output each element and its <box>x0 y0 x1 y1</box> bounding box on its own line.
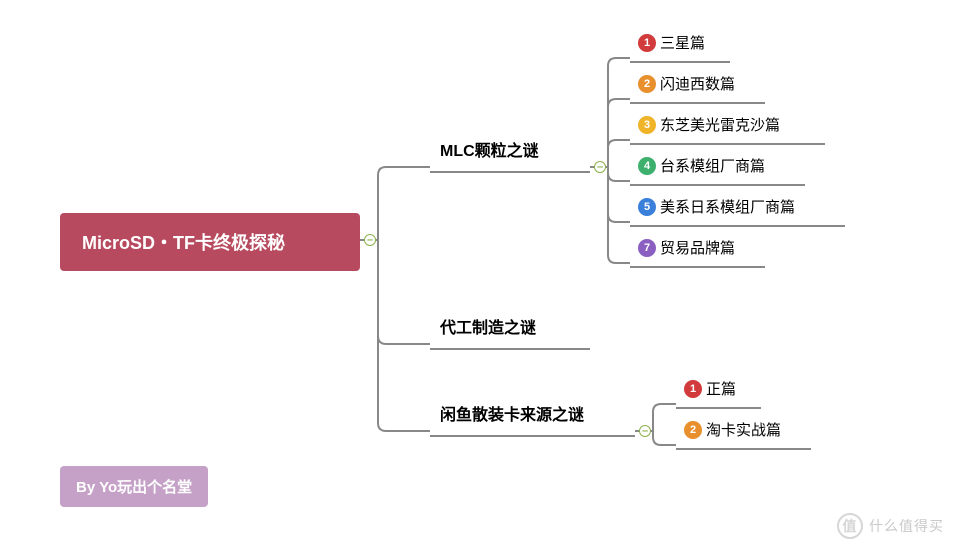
watermark-badge: 值 <box>837 513 863 539</box>
branch-node[interactable]: MLC颗粒之谜 <box>430 131 590 173</box>
leaf-label: 三星篇 <box>660 32 705 53</box>
expand-toggle[interactable]: – <box>639 425 651 437</box>
priority-badge: 4 <box>638 157 656 175</box>
branch-node[interactable]: 代工制造之谜 <box>430 308 590 350</box>
priority-badge: 5 <box>638 198 656 216</box>
leaf-node[interactable]: 7贸易品牌篇 <box>630 233 765 268</box>
watermark-text: 什么值得买 <box>869 516 944 536</box>
leaf-node[interactable]: 3东芝美光雷克沙篇 <box>630 110 825 145</box>
leaf-node[interactable]: 1正篇 <box>676 374 761 409</box>
leaf-label: 淘卡实战篇 <box>706 419 781 440</box>
leaf-label: 闪迪西数篇 <box>660 73 735 94</box>
priority-badge: 7 <box>638 239 656 257</box>
leaf-node[interactable]: 2淘卡实战篇 <box>676 415 811 450</box>
priority-badge: 1 <box>684 380 702 398</box>
leaf-node[interactable]: 5美系日系模组厂商篇 <box>630 192 845 227</box>
leaf-label: 贸易品牌篇 <box>660 237 735 258</box>
expand-toggle[interactable]: – <box>364 234 376 246</box>
leaf-node[interactable]: 1三星篇 <box>630 28 730 63</box>
priority-badge: 2 <box>684 421 702 439</box>
leaf-node[interactable]: 2闪迪西数篇 <box>630 69 765 104</box>
leaf-label: 东芝美光雷克沙篇 <box>660 114 780 135</box>
author-node: By Yo玩出个名堂 <box>60 466 208 507</box>
leaf-label: 正篇 <box>706 378 736 399</box>
watermark: 值 什么值得买 <box>837 513 944 539</box>
priority-badge: 1 <box>638 34 656 52</box>
leaf-label: 美系日系模组厂商篇 <box>660 196 795 217</box>
branch-node[interactable]: 闲鱼散装卡来源之谜 <box>430 395 635 437</box>
priority-badge: 2 <box>638 75 656 93</box>
leaf-node[interactable]: 4台系模组厂商篇 <box>630 151 805 186</box>
leaf-label: 台系模组厂商篇 <box>660 155 765 176</box>
priority-badge: 3 <box>638 116 656 134</box>
expand-toggle[interactable]: – <box>594 161 606 173</box>
root-node[interactable]: MicroSD・TF卡终极探秘 <box>60 213 360 271</box>
